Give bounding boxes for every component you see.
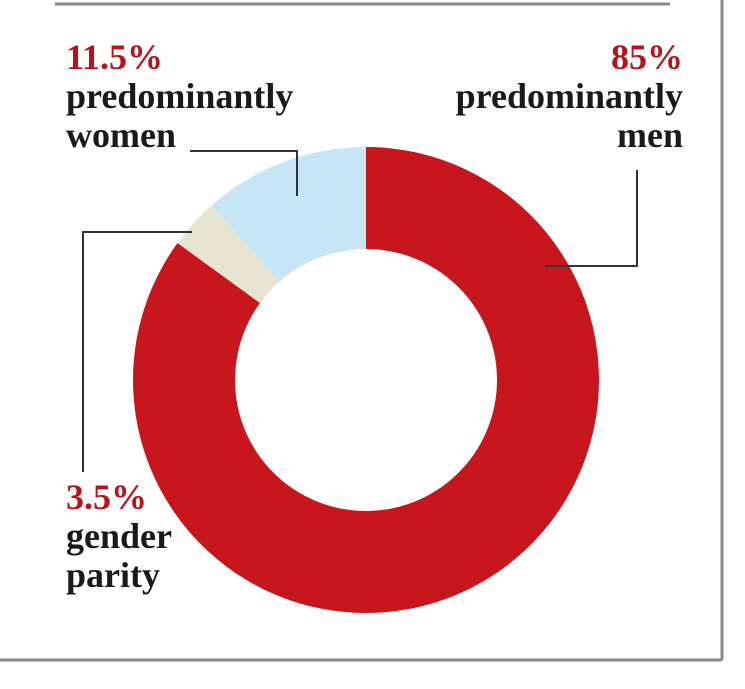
slice	[133, 147, 600, 613]
value-label: 3.5%	[66, 477, 147, 517]
frame	[0, 0, 724, 662]
category-label: gender parity	[66, 516, 172, 595]
value-label: 85%	[611, 37, 683, 77]
slice-label: 85% predominantly men	[423, 38, 683, 155]
donut	[133, 147, 600, 613]
slice	[211, 147, 366, 282]
category-label: predominantly men	[455, 76, 683, 155]
leader-lines	[82, 150, 638, 472]
value-label: 11.5%	[66, 37, 164, 77]
category-label: predominantly women	[66, 76, 294, 155]
slice-label: 11.5% predominantly women	[66, 38, 316, 155]
slice-label: 3.5% gender parity	[66, 478, 206, 595]
slice	[177, 205, 280, 304]
